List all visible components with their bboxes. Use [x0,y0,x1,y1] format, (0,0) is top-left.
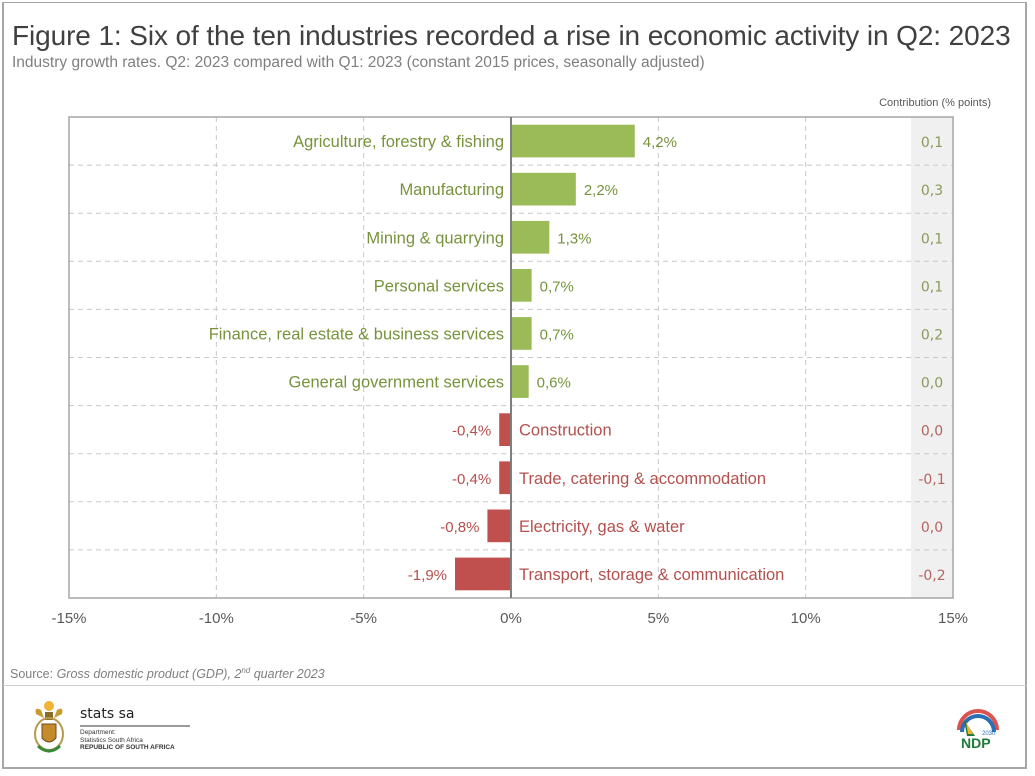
bar-7 [499,413,511,447]
value-label: 4,2% [643,134,677,151]
bar-2 [511,172,576,206]
dept-line-2: Statistics South Africa [80,736,143,744]
value-label: 2,2% [584,182,618,199]
category-label: Manufacturing [399,181,504,199]
value-label: 0,7% [540,278,574,295]
source-prefix: Source: [10,667,57,682]
value-label: 1,3% [557,230,591,247]
category-label: General government services [288,374,504,392]
org-rule [80,725,190,727]
chart-title: Figure 1: Six of the ten industries reco… [12,20,1011,51]
contribution-label: 0,1 [921,279,943,295]
contribution-label: -0,1 [918,472,945,488]
bar-5 [511,317,532,350]
category-label: Mining & quarrying [366,229,504,247]
bar-chart: Agriculture, forestry & fishing 4,2% 0,1 Ma… [51,116,968,627]
source-note: Source: Gross domestic product (GDP), 2n… [10,666,325,681]
x-tick-label: -15% [51,610,86,627]
source-title: Gross domestic product (GDP), 2 [56,667,242,682]
contribution-header: Contribution (% points) [879,97,991,109]
category-label: Trade, catering & accommodation [519,470,766,488]
category-label: Transport, storage & communication [519,566,784,584]
x-tick-label: 10% [791,610,821,627]
footer-divider [3,685,1026,686]
contribution-label: -0,2 [918,568,945,584]
category-label: Construction [519,422,612,440]
bar-8 [499,461,511,495]
value-label: -0,4% [452,471,491,488]
category-label: Electricity, gas & water [519,518,685,536]
dept-line-1: Department: [80,729,116,736]
x-tick-label: 15% [938,610,968,627]
contribution-label: 0,1 [921,231,943,247]
value-label: 0,6% [537,375,571,392]
contribution-label: 0,0 [921,424,943,440]
coat-of-arms-icon [34,701,64,753]
source-period: quarter 2023 [250,667,325,682]
bar-1 [511,124,635,158]
category-label: Personal services [374,277,504,295]
category-label: Agriculture, forestry & fishing [293,133,504,151]
contribution-label: 0,3 [921,183,943,199]
x-tick-label: 0% [500,610,522,627]
ndp-text: NDP [961,735,991,751]
ndp-2030-logo-icon: 2030 NDP [957,709,999,751]
chart-subtitle: Industry growth rates. Q2: 2023 compared… [12,54,705,71]
value-label: -1,9% [408,567,447,584]
stats-sa-logo: stats sa Department: Statistics South Af… [32,700,202,760]
bar-3 [511,220,550,254]
value-label: 0,7% [540,326,574,343]
contribution-label: 0,2 [921,327,943,343]
category-label: Finance, real estate & business services [209,325,504,343]
org-name: stats sa [80,706,135,722]
x-tick-label: -5% [350,610,377,627]
dept-line-3: REPUBLIC OF SOUTH AFRICA [80,744,175,751]
source-ordinal: nd [241,666,251,675]
bar-9 [487,509,511,543]
ndp-year: 2030 [982,731,996,737]
contribution-label: 0,1 [921,135,943,151]
value-label: -0,4% [452,423,491,440]
contribution-label: 0,0 [921,520,943,536]
contribution-label: 0,0 [921,376,943,392]
x-tick-label: -10% [199,610,234,627]
value-label: -0,8% [440,519,479,536]
bar-4 [511,268,532,302]
department-text: Department: Statistics South Africa REPU… [80,729,175,752]
x-tick-label: 5% [647,610,669,627]
bar-10 [455,557,511,591]
figure-frame [2,2,1027,769]
bar-6 [511,365,529,398]
